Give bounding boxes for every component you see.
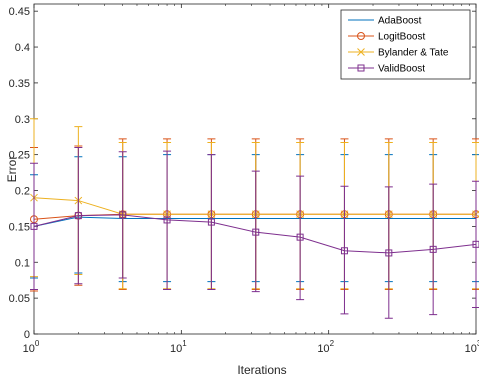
y-tick-label: 0.35 bbox=[9, 78, 30, 90]
x-tick-label: 103 bbox=[465, 339, 479, 355]
data-point bbox=[340, 247, 348, 255]
x-tick-base: 10 bbox=[465, 343, 477, 355]
legend-marker bbox=[357, 32, 365, 40]
error-bar bbox=[30, 162, 38, 291]
legend-label: LogitBoost bbox=[378, 32, 425, 43]
y-tick-label: 0.15 bbox=[9, 221, 30, 233]
x-tick-base: 10 bbox=[170, 343, 182, 355]
data-point bbox=[30, 222, 38, 230]
y-tick-label: 0.3 bbox=[15, 114, 30, 126]
y-tick-label: 0.2 bbox=[15, 186, 30, 198]
error-bar bbox=[251, 170, 260, 293]
data-point bbox=[207, 218, 215, 226]
x-tick-label: 101 bbox=[170, 339, 187, 355]
x-tick-exponent: 3 bbox=[477, 339, 479, 348]
data-point bbox=[74, 212, 82, 220]
x-tick-base: 10 bbox=[317, 343, 329, 355]
x-tick-base: 10 bbox=[23, 343, 35, 355]
series-validboost bbox=[30, 146, 479, 319]
data-point bbox=[296, 233, 304, 241]
series-layer bbox=[30, 118, 479, 319]
y-tick-label: 0.05 bbox=[9, 293, 30, 305]
data-point bbox=[429, 245, 437, 253]
data-point bbox=[472, 240, 479, 248]
data-point bbox=[252, 228, 260, 236]
x-tick-exponent: 1 bbox=[182, 339, 187, 348]
data-point bbox=[385, 249, 393, 257]
y-tick-label: 0.45 bbox=[9, 6, 30, 18]
error-bar bbox=[296, 175, 305, 301]
legend-entry: ValidBoost bbox=[348, 64, 425, 75]
legend-label: Bylander & Tate bbox=[378, 48, 449, 59]
y-tick-label: 0 bbox=[24, 329, 30, 341]
data-point bbox=[163, 216, 171, 224]
legend-entry: Bylander & Tate bbox=[348, 48, 449, 59]
x-tick-exponent: 0 bbox=[35, 339, 40, 348]
x-tick-label: 100 bbox=[23, 339, 40, 355]
y-tick-label: 0.4 bbox=[15, 42, 30, 54]
error-bar bbox=[340, 185, 349, 315]
y-tick-label: 0.25 bbox=[9, 150, 30, 162]
legend-entry: LogitBoost bbox=[348, 32, 425, 43]
legend-label: ValidBoost bbox=[378, 64, 425, 75]
legend-entry: AdaBoost bbox=[348, 16, 422, 27]
y-tick-label: 0.1 bbox=[15, 257, 30, 269]
data-point bbox=[119, 211, 127, 219]
x-axis: 100101102103 bbox=[23, 4, 479, 355]
x-axis-title: Iterations bbox=[237, 363, 286, 377]
legend-label: AdaBoost bbox=[378, 16, 422, 27]
y-axis-title: Error bbox=[5, 156, 19, 183]
legend-marker bbox=[357, 48, 365, 56]
x-tick-label: 102 bbox=[317, 339, 334, 355]
x-tick-exponent: 2 bbox=[330, 339, 335, 348]
series-line bbox=[33, 214, 477, 254]
legend-marker bbox=[357, 64, 365, 72]
legend: AdaBoost LogitBoost Bylander & Tate ValidBo… bbox=[340, 9, 471, 80]
